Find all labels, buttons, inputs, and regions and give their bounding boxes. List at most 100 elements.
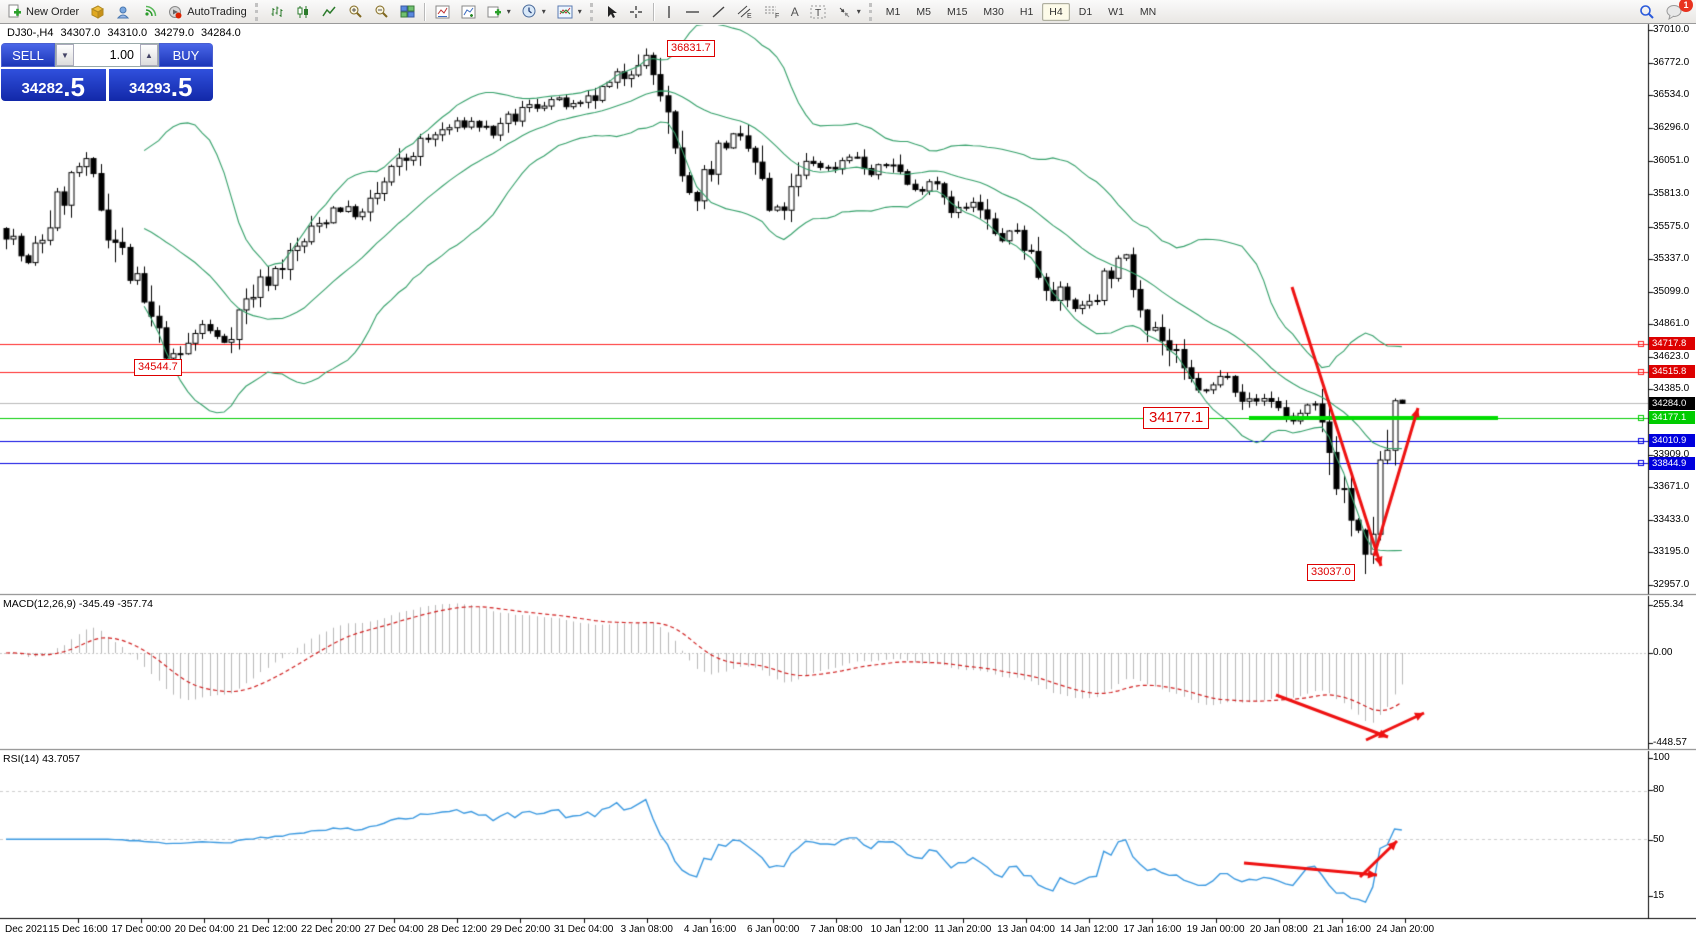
price-axis-label: 35099.0: [1653, 285, 1690, 297]
indicator-list-button[interactable]: [456, 1, 481, 23]
timeframe-d1[interactable]: D1: [1078, 5, 1093, 18]
template-button[interactable]: ▾: [552, 1, 587, 23]
timeframe-m5[interactable]: M5: [916, 5, 931, 18]
time-axis-label: Dec 2021: [5, 924, 48, 935]
buy-button[interactable]: BUY: [159, 43, 213, 67]
notifications-button[interactable]: 1: [1660, 0, 1693, 23]
vertical-line-tool-button[interactable]: [659, 1, 679, 23]
time-axis-label[interactable]: 24 Jan 20:00: [1376, 924, 1435, 935]
time-axis-label[interactable]: 19 Jan 00:00: [1186, 924, 1245, 935]
time-axis-label[interactable]: 14 Jan 12:00: [1060, 924, 1119, 935]
price-axis-label: 34623.0: [1653, 350, 1690, 362]
time-axis-label[interactable]: 3 Jan 08:00: [620, 924, 673, 935]
timeframe-m15[interactable]: M15: [946, 5, 968, 18]
time-axis-label[interactable]: 20 Jan 08:00: [1249, 924, 1308, 935]
time-axis-label[interactable]: 29 Dec 20:00: [490, 924, 551, 935]
sell-price-display[interactable]: 34282.5: [1, 69, 106, 101]
search-icon[interactable]: [1634, 1, 1660, 23]
time-axis-label[interactable]: 17 Dec 00:00: [111, 924, 171, 935]
signal-icon[interactable]: [137, 1, 162, 23]
price-axis-label: 33671.0: [1653, 481, 1690, 493]
buy-price-display[interactable]: 34293.5: [108, 69, 213, 101]
time-axis-label[interactable]: 21 Jan 16:00: [1313, 924, 1371, 935]
time-axis-label[interactable]: 31 Dec 04:00: [553, 924, 614, 935]
new-order-button[interactable]: New Order: [2, 1, 84, 23]
macd-axis-label: 0.00: [1653, 647, 1673, 658]
new-chart-button[interactable]: ▾: [482, 1, 516, 23]
time-axis-label[interactable]: 6 Jan 00:00: [747, 924, 800, 935]
crosshair-tool-button[interactable]: [624, 1, 649, 23]
line-chart-button[interactable]: [317, 1, 342, 23]
notification-badge: 1: [1679, 0, 1693, 12]
svg-text:F: F: [775, 13, 779, 19]
rsi-indicator-label: RSI(14) 43.7057: [3, 753, 81, 765]
autotrading-button[interactable]: AutoTrading: [163, 1, 252, 23]
text-tool-button[interactable]: A: [790, 4, 799, 19]
timeframe-mn[interactable]: MN: [1139, 5, 1157, 18]
price-axis-label: 35575.0: [1653, 220, 1690, 232]
peak-label[interactable]: 36831.7: [667, 40, 715, 57]
zoom-out-button[interactable]: [369, 1, 394, 23]
arrows-tool-button[interactable]: ▾: [832, 1, 866, 23]
fibonacci-tool-button[interactable]: F: [759, 1, 785, 23]
price-level-badge: 34284.0: [1649, 396, 1695, 410]
dropdown-arrow-icon: ▾: [541, 7, 546, 16]
text-label-tool-button[interactable]: T: [805, 1, 831, 23]
time-axis-label[interactable]: 13 Jan 04:00: [997, 924, 1055, 935]
timeframe-h4[interactable]: H4: [1042, 2, 1070, 21]
rsi-axis-label: 50: [1653, 834, 1665, 845]
one-click-trade-panel: SELL ▼ 1.00 ▲ BUY 34282.5 34293.5: [1, 43, 213, 101]
indicator-window-button[interactable]: [430, 1, 455, 23]
crash-low-label[interactable]: 33037.0: [1307, 564, 1355, 581]
price-axis-label: 36051.0: [1653, 155, 1690, 167]
time-axis-label[interactable]: 11 Jan 20:00: [934, 924, 992, 935]
time-axis-label[interactable]: 20 Dec 04:00: [174, 924, 235, 935]
history-icon[interactable]: [85, 1, 110, 23]
sell-button[interactable]: SELL: [1, 43, 55, 67]
dec-low-label[interactable]: 34544.7: [134, 359, 182, 376]
time-axis-label[interactable]: 4 Jan 16:00: [683, 924, 737, 935]
timeframe-m30[interactable]: M30: [983, 5, 1004, 18]
tile-windows-button[interactable]: [395, 1, 420, 23]
svg-text:E: E: [747, 13, 752, 19]
volume-stepper: ▼ 1.00 ▲: [55, 43, 159, 67]
time-axis-label[interactable]: 7 Jan 08:00: [810, 924, 863, 935]
price-level-badge: 34177.1: [1649, 411, 1695, 425]
period-button[interactable]: ▾: [517, 1, 551, 23]
zoom-in-button[interactable]: [343, 1, 368, 23]
low-value: 34279.0: [154, 27, 194, 39]
rsi-axis-label: 80: [1653, 784, 1665, 795]
main-toolbar: New Order AutoTrading ▾ ▾ ▾ E F A T ▾: [0, 0, 1696, 24]
equidistant-channel-tool-button[interactable]: E: [732, 1, 758, 23]
support-label[interactable]: 34177.1: [1143, 407, 1210, 429]
toolbar-grip: [254, 2, 262, 21]
time-axis-label[interactable]: 27 Dec 04:00: [364, 924, 424, 935]
volume-increase-button[interactable]: ▲: [140, 44, 158, 66]
time-axis-label[interactable]: 21 Dec 12:00: [237, 924, 298, 935]
time-axis-label[interactable]: 22 Dec 20:00: [301, 924, 361, 935]
time-axis-label[interactable]: 17 Jan 16:00: [1123, 924, 1182, 935]
bar-chart-button[interactable]: [265, 1, 290, 23]
timeframe-w1[interactable]: W1: [1108, 5, 1124, 18]
price-axis-label: 34385.0: [1653, 383, 1690, 395]
timeframe-m1[interactable]: M1: [885, 5, 901, 18]
chart-ohlc-header: DJ30-,H4 34307.0 34310.0 34279.0 34284.0: [7, 27, 245, 39]
time-axis-label[interactable]: 28 Dec 12:00: [427, 924, 487, 935]
time-axis-label[interactable]: 10 Jan 12:00: [870, 924, 929, 935]
horizontal-line-tool-button[interactable]: [680, 1, 705, 23]
trendline-tool-button[interactable]: [706, 1, 731, 23]
candlestick-chart-button[interactable]: [291, 1, 316, 23]
timeframe-h1[interactable]: H1: [1019, 5, 1034, 18]
volume-input[interactable]: 1.00: [74, 44, 140, 66]
macd-indicator-label: MACD(12,26,9) -345.49 -357.74: [3, 598, 153, 610]
open-value: 34307.0: [60, 27, 101, 39]
time-axis-label[interactable]: 15 Dec 16:00: [48, 924, 108, 935]
price-axis-label: 35813.0: [1653, 187, 1690, 199]
publisher-icon[interactable]: [111, 1, 136, 23]
volume-decrease-button[interactable]: ▼: [56, 44, 74, 66]
rsi-axis-label: 100: [1653, 752, 1670, 763]
cursor-tool-button[interactable]: [600, 1, 623, 23]
toolbar-separator: [652, 2, 655, 21]
